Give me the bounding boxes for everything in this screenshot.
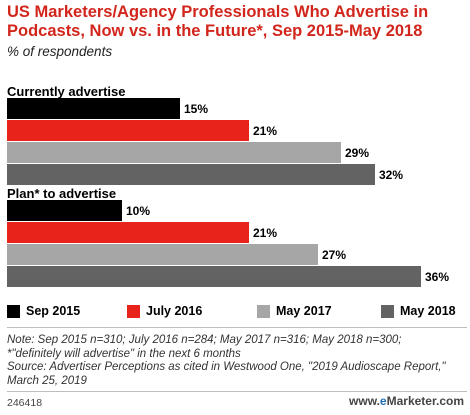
- bar-value-label: 29%: [345, 146, 370, 160]
- divider: [7, 327, 467, 328]
- legend-swatch: [257, 304, 270, 318]
- bar-may-2017: [7, 244, 318, 265]
- legend-item-sep-2015: Sep 2015: [7, 304, 80, 318]
- bar-value-label: 36%: [425, 270, 450, 284]
- bar-value-label: 27%: [322, 248, 347, 262]
- legend-label: July 2016: [146, 304, 203, 318]
- legend-label: May 2017: [276, 304, 332, 318]
- group-label: Plan* to advertise: [7, 186, 117, 201]
- chart-subtitle: % of respondents: [7, 44, 113, 59]
- bar-value-label: 21%: [253, 124, 278, 138]
- bar-may-2017: [7, 142, 341, 163]
- logo-e: e: [379, 394, 387, 408]
- legend-swatch: [127, 304, 140, 318]
- emarketer-logo[interactable]: www.eMarketer.com: [349, 394, 464, 408]
- legend-swatch: [7, 304, 20, 318]
- source-text: Source: Advertiser Perceptions as cited …: [7, 361, 446, 387]
- footnote: Note: Sep 2015 n=310; July 2016 n=284; M…: [7, 334, 447, 388]
- divider: [7, 391, 467, 392]
- group-label: Currently advertise: [7, 84, 126, 99]
- legend-label: May 2018: [400, 304, 456, 318]
- logo-prefix: www.: [349, 394, 380, 408]
- bar-sep-2015: [7, 98, 180, 119]
- bar-value-label: 15%: [184, 102, 209, 116]
- chart-title: US Marketers/Agency Professionals Who Ad…: [7, 3, 429, 40]
- bar-july-2016: [7, 222, 249, 243]
- legend-item-may-2018: May 2018: [381, 304, 456, 318]
- bar-sep-2015: [7, 200, 122, 221]
- bar-may-2018: [7, 164, 375, 185]
- bar-may-2018: [7, 266, 421, 287]
- bar-value-label: 10%: [126, 204, 151, 218]
- legend: Sep 2015 July 2016 May 2017 May 2018: [7, 304, 467, 320]
- legend-item-may-2017: May 2017: [257, 304, 332, 318]
- bar-value-label: 32%: [379, 168, 404, 182]
- chart-id: 246418: [7, 397, 43, 409]
- legend-swatch: [381, 304, 394, 318]
- bar-july-2016: [7, 120, 249, 141]
- logo-brand: Marketer: [386, 394, 436, 408]
- note-text: Note: Sep 2015 n=310; July 2016 n=284; M…: [7, 334, 402, 360]
- logo-suffix: .com: [435, 394, 464, 408]
- legend-item-july-2016: July 2016: [127, 304, 202, 318]
- bar-value-label: 21%: [253, 226, 278, 240]
- legend-label: Sep 2015: [26, 304, 81, 318]
